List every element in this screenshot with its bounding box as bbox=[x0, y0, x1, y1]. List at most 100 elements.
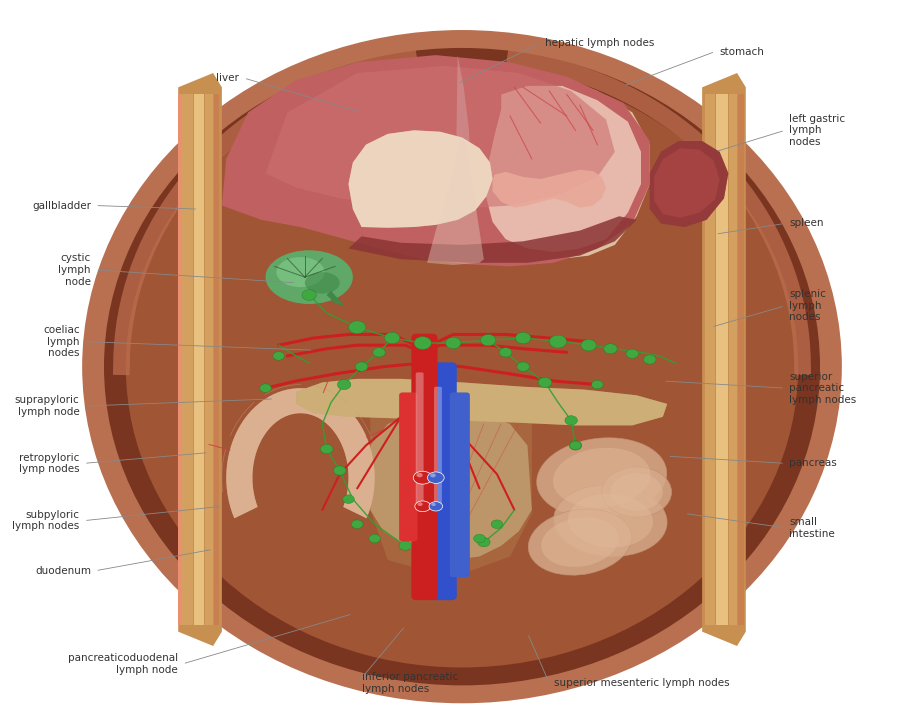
Polygon shape bbox=[214, 94, 220, 625]
Text: suprapyloric
lymph node: suprapyloric lymph node bbox=[14, 395, 79, 417]
Text: coeliac
lymph
nodes: coeliac lymph nodes bbox=[43, 325, 79, 358]
Ellipse shape bbox=[553, 448, 651, 508]
Ellipse shape bbox=[343, 495, 355, 503]
Text: hepatic lymph nodes: hepatic lymph nodes bbox=[545, 38, 654, 48]
Text: superior
pancreatic
lymph nodes: superior pancreatic lymph nodes bbox=[789, 372, 857, 405]
Polygon shape bbox=[705, 94, 716, 625]
Polygon shape bbox=[738, 94, 744, 625]
Text: gallbladder: gallbladder bbox=[32, 201, 91, 211]
Text: small
intestine: small intestine bbox=[789, 517, 835, 539]
Text: left gastric
lymph
nodes: left gastric lymph nodes bbox=[789, 114, 846, 147]
Ellipse shape bbox=[417, 473, 423, 477]
Polygon shape bbox=[178, 73, 222, 646]
FancyBboxPatch shape bbox=[428, 362, 457, 600]
Ellipse shape bbox=[565, 416, 578, 425]
Ellipse shape bbox=[352, 520, 363, 528]
Ellipse shape bbox=[538, 377, 552, 388]
Polygon shape bbox=[729, 94, 737, 625]
FancyBboxPatch shape bbox=[434, 387, 442, 504]
Text: subpyloric
lymph nodes: subpyloric lymph nodes bbox=[13, 510, 79, 531]
Polygon shape bbox=[370, 410, 532, 560]
Ellipse shape bbox=[626, 349, 638, 359]
Polygon shape bbox=[650, 141, 728, 227]
Ellipse shape bbox=[369, 534, 381, 543]
Text: spleen: spleen bbox=[789, 219, 824, 229]
Polygon shape bbox=[475, 77, 650, 260]
Text: pancreas: pancreas bbox=[789, 458, 837, 468]
Ellipse shape bbox=[536, 438, 667, 518]
Ellipse shape bbox=[517, 362, 529, 371]
Ellipse shape bbox=[602, 467, 671, 517]
Ellipse shape bbox=[473, 534, 485, 543]
Text: splenic
lymph
nodes: splenic lymph nodes bbox=[789, 289, 826, 322]
Ellipse shape bbox=[549, 335, 567, 348]
Polygon shape bbox=[226, 388, 374, 518]
FancyBboxPatch shape bbox=[411, 334, 437, 600]
Polygon shape bbox=[205, 94, 213, 625]
Ellipse shape bbox=[302, 290, 317, 301]
Ellipse shape bbox=[276, 257, 325, 287]
Ellipse shape bbox=[104, 48, 820, 685]
Polygon shape bbox=[348, 216, 636, 263]
Ellipse shape bbox=[604, 344, 617, 354]
Ellipse shape bbox=[610, 473, 662, 510]
Polygon shape bbox=[327, 290, 344, 306]
Ellipse shape bbox=[516, 332, 531, 344]
Ellipse shape bbox=[570, 441, 581, 450]
FancyBboxPatch shape bbox=[399, 393, 418, 541]
Polygon shape bbox=[348, 130, 492, 228]
Ellipse shape bbox=[418, 503, 423, 506]
Ellipse shape bbox=[431, 503, 436, 506]
Ellipse shape bbox=[528, 509, 632, 575]
Polygon shape bbox=[716, 94, 728, 625]
Polygon shape bbox=[370, 403, 532, 571]
Polygon shape bbox=[266, 66, 615, 209]
Text: liver: liver bbox=[217, 73, 239, 83]
Ellipse shape bbox=[446, 337, 461, 349]
Ellipse shape bbox=[428, 472, 445, 483]
Ellipse shape bbox=[568, 494, 653, 548]
Polygon shape bbox=[702, 73, 746, 646]
Polygon shape bbox=[222, 55, 650, 267]
Ellipse shape bbox=[430, 473, 436, 477]
Text: pancreaticoduodenal
lymph node: pancreaticoduodenal lymph node bbox=[68, 653, 178, 674]
Ellipse shape bbox=[491, 520, 503, 528]
Text: inferior pancreatic
lymph nodes: inferior pancreatic lymph nodes bbox=[362, 672, 458, 694]
Text: stomach: stomach bbox=[720, 47, 764, 57]
Ellipse shape bbox=[320, 444, 333, 454]
Ellipse shape bbox=[414, 336, 431, 349]
Polygon shape bbox=[194, 94, 204, 625]
Polygon shape bbox=[492, 170, 606, 208]
Text: superior mesenteric lymph nodes: superior mesenteric lymph nodes bbox=[554, 678, 729, 688]
Ellipse shape bbox=[126, 66, 798, 667]
Polygon shape bbox=[487, 86, 641, 252]
Ellipse shape bbox=[644, 355, 656, 364]
Polygon shape bbox=[650, 141, 728, 227]
Polygon shape bbox=[456, 55, 471, 202]
FancyBboxPatch shape bbox=[416, 372, 424, 504]
Ellipse shape bbox=[554, 485, 667, 557]
Ellipse shape bbox=[338, 380, 351, 390]
Polygon shape bbox=[654, 148, 720, 218]
Polygon shape bbox=[296, 379, 667, 426]
Ellipse shape bbox=[373, 348, 385, 357]
Ellipse shape bbox=[384, 332, 400, 344]
Ellipse shape bbox=[348, 321, 366, 334]
Ellipse shape bbox=[500, 348, 512, 357]
Ellipse shape bbox=[334, 466, 346, 475]
Polygon shape bbox=[226, 388, 374, 518]
Polygon shape bbox=[178, 94, 182, 625]
Ellipse shape bbox=[399, 541, 411, 550]
Ellipse shape bbox=[356, 362, 368, 371]
FancyBboxPatch shape bbox=[450, 393, 470, 577]
Polygon shape bbox=[181, 94, 194, 625]
Ellipse shape bbox=[305, 272, 340, 293]
Text: duodenum: duodenum bbox=[35, 566, 91, 576]
Ellipse shape bbox=[413, 471, 432, 484]
Ellipse shape bbox=[580, 339, 597, 351]
Ellipse shape bbox=[82, 30, 842, 703]
Text: retropyloric
lymp nodes: retropyloric lymp nodes bbox=[19, 452, 79, 474]
Ellipse shape bbox=[481, 334, 496, 346]
Ellipse shape bbox=[570, 441, 581, 450]
Ellipse shape bbox=[478, 538, 491, 546]
